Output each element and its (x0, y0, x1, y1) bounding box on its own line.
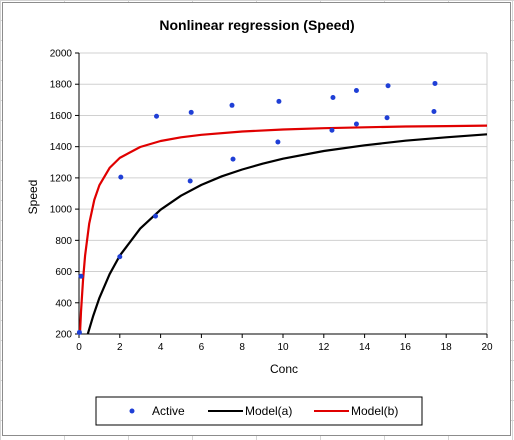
chart-svg: Nonlinear regression (Speed) 20040060080… (26, 17, 493, 426)
x-tick-label: 12 (318, 342, 330, 353)
active-data-point (385, 83, 391, 89)
chart-area[interactable]: Nonlinear regression (Speed) 200 400 600 80… (2, 2, 511, 436)
y-axis-label: Speed (26, 180, 40, 215)
y-tick-label: 200 (55, 330, 72, 341)
active-data-point (330, 94, 336, 100)
legend-label-model-b: Model(b) (351, 404, 398, 418)
active-data-point (384, 115, 390, 121)
axes: 200 400 600 800 1000 1200 1400 1600 1800 2000 0 2 4 6… (50, 49, 493, 354)
x-tick-label: 4 (158, 342, 164, 353)
x-tick-label: 18 (441, 342, 453, 353)
x-tick-label: 2 (117, 342, 123, 353)
active-data-point (76, 329, 82, 335)
active-data-point (275, 139, 281, 145)
active-data-point (153, 213, 158, 219)
y-tick-label: 1600 (50, 111, 73, 122)
legend-label-model-a: Model(a) (245, 404, 292, 418)
active-data-point (188, 109, 194, 115)
x-tick-label: 10 (277, 342, 289, 353)
plot-series (76, 80, 487, 335)
legend-box (95, 396, 423, 426)
y-tick-label: 1400 (50, 142, 73, 153)
x-tick-label: 8 (239, 342, 245, 353)
active-data-point (329, 127, 335, 133)
y-tick-label: 600 (55, 267, 72, 278)
x-axis-label: Conc (270, 362, 298, 376)
active-data-point (230, 156, 236, 162)
y-tick-label: 400 (55, 298, 72, 309)
legend-label-active: Active (152, 404, 185, 418)
active-data-point (353, 121, 359, 127)
active-data-point (432, 80, 438, 86)
active-data-point (154, 113, 160, 119)
y-tick-label: 2000 (50, 49, 73, 60)
chart-title: Nonlinear regression (Speed) (159, 17, 354, 33)
active-data-point (431, 109, 437, 115)
active-data-point (118, 174, 124, 180)
active-data-point (78, 273, 84, 279)
active-data-point (276, 98, 282, 104)
y-tick-label: 1200 (50, 173, 73, 184)
x-tick-label: 6 (199, 342, 205, 353)
legend: Active Model(a) Model(b) (95, 396, 423, 426)
active-data-point (229, 102, 235, 108)
gridlines (79, 52, 488, 334)
x-tick-label: 14 (359, 342, 371, 353)
y-tick-label: 1000 (50, 205, 73, 216)
y-tick-label: 800 (55, 236, 72, 247)
active-data-point (187, 178, 193, 184)
legend-marker-active (129, 408, 135, 414)
active-data-point (353, 87, 359, 93)
x-tick-label: 20 (481, 342, 493, 353)
model-a-curve (86, 133, 487, 334)
y-tick-label: 1800 (50, 80, 73, 91)
x-tick-label: 16 (400, 342, 412, 353)
x-tick-label: 0 (76, 342, 82, 353)
active-data-point (117, 254, 123, 260)
model-b-curve (79, 124, 487, 334)
